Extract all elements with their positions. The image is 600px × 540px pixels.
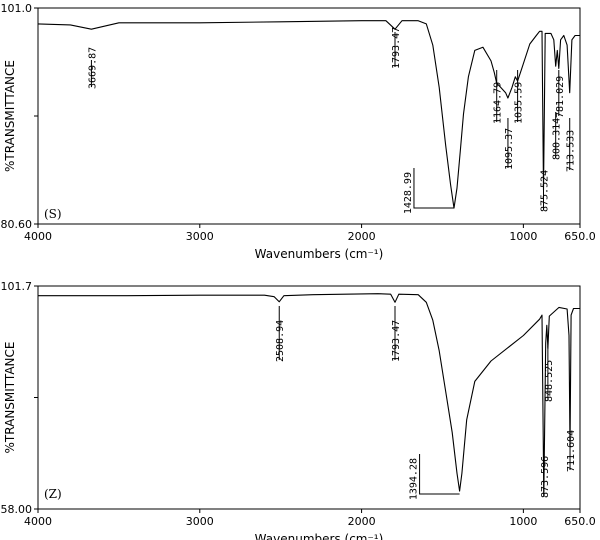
peak-label: 711.604 xyxy=(566,430,577,472)
peak-label: 1394.28 xyxy=(409,458,420,500)
x-tick-label: 4000 xyxy=(24,230,52,243)
plot-frame xyxy=(37,285,581,510)
peak-label: 2508.94 xyxy=(275,320,286,362)
peak-label: 1035.59 xyxy=(514,82,525,124)
spectrum-panel-z: 4000 3000 2000 1000 650.0 101.7 58.00 Wavenumbe… xyxy=(1,280,596,540)
peak-label: 873.596 xyxy=(540,456,551,498)
peak-leader xyxy=(419,454,460,495)
panel-label: (S) xyxy=(44,207,62,221)
peak-label: 3669.87 xyxy=(87,47,98,89)
y-axis-title: %TRANSMITTANCE xyxy=(3,342,17,454)
x-tick-label: 3000 xyxy=(186,230,214,243)
x-axis-title: Wavenumbers (cm⁻¹) xyxy=(255,247,384,261)
peak-label: 1428.99 xyxy=(403,172,414,214)
panel-label: (Z) xyxy=(44,487,62,501)
peak-leader xyxy=(413,168,454,209)
peak-label: 781.029 xyxy=(555,76,566,118)
peak-label: 848.525 xyxy=(544,360,555,402)
x-tick-label: 650.0 xyxy=(564,230,596,243)
y-tick-label: 80.60 xyxy=(1,218,33,231)
peak-label: 800.314 xyxy=(552,118,563,160)
spectrum-line xyxy=(38,293,580,497)
peak-label: 875.524 xyxy=(540,170,551,212)
peak-label: 1164.79 xyxy=(493,82,504,124)
peak-label: 1095.37 xyxy=(504,128,515,170)
x-tick-label: 4000 xyxy=(24,515,52,528)
spectrum-line xyxy=(37,20,580,209)
peak-label: 1793.47 xyxy=(391,320,402,362)
x-axis-title: Wavenumbers (cm⁻¹) xyxy=(255,532,384,540)
y-tick-label: 101.7 xyxy=(1,280,33,293)
y-axis-title: %TRANSMITTANCE xyxy=(3,60,17,172)
x-tick-label: 1000 xyxy=(509,515,537,528)
peak-label: 713.533 xyxy=(566,130,577,172)
x-tick-label: 1000 xyxy=(509,230,537,243)
y-tick-label: 101.0 xyxy=(1,2,33,15)
peak-label: 1793.47 xyxy=(391,27,402,69)
spectrum-panel-s: 4000 3000 2000 1000 650.0 101.0 80.60 Wavenumbe… xyxy=(1,2,596,261)
x-tick-label: 3000 xyxy=(186,515,214,528)
y-tick-label: 58.00 xyxy=(1,503,33,516)
x-tick-label: 650.0 xyxy=(564,515,596,528)
x-tick-label: 2000 xyxy=(348,230,376,243)
x-tick-label: 2000 xyxy=(348,515,376,528)
